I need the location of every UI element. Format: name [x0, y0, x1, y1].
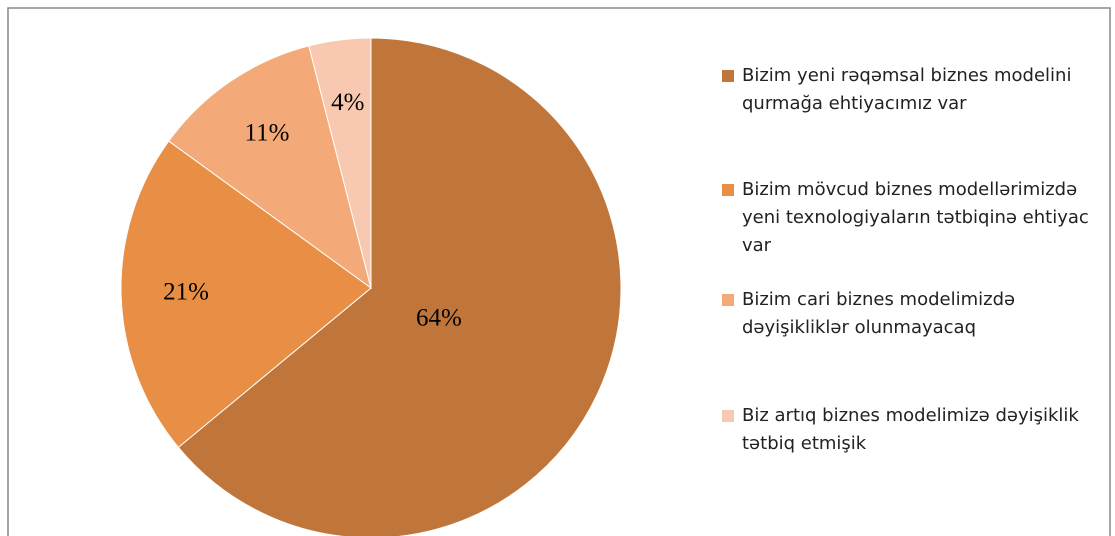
legend-label: Bizim cari biznes modelimizdə dəyişiklik…: [742, 289, 1016, 338]
legend-label: Bizim mövcud biznes modellərimizdə yeni …: [742, 179, 1089, 256]
legend-swatch: [722, 294, 734, 306]
data-label: 4%: [331, 89, 364, 116]
legend-item: Bizim cari biznes modelimizdə dəyişiklik…: [722, 286, 1102, 342]
pie-slice: [308, 37, 372, 289]
legend-label: Bizim yeni rəqəmsal biznes modelini qurm…: [742, 65, 1072, 114]
pie-slice: [177, 37, 622, 536]
pie-slice: [168, 45, 372, 290]
legend-item: Bizim mövcud biznes modellərimizdə yeni …: [722, 176, 1102, 260]
frame: [7, 7, 1111, 536]
data-label: 11%: [245, 120, 290, 147]
legend-swatch: [722, 410, 734, 422]
data-label: 64%: [416, 305, 462, 332]
legend-swatch: [722, 70, 734, 82]
legend-item: Biz artıq biznes modelimizə dəyişiklik t…: [722, 402, 1102, 458]
legend-label: Biz artıq biznes modelimizə dəyişiklik t…: [742, 405, 1079, 454]
data-label: 21%: [163, 279, 209, 306]
pie-slice: [120, 140, 372, 449]
legend-swatch: [722, 184, 734, 196]
legend-item: Bizim yeni rəqəmsal biznes modelini qurm…: [722, 62, 1102, 118]
